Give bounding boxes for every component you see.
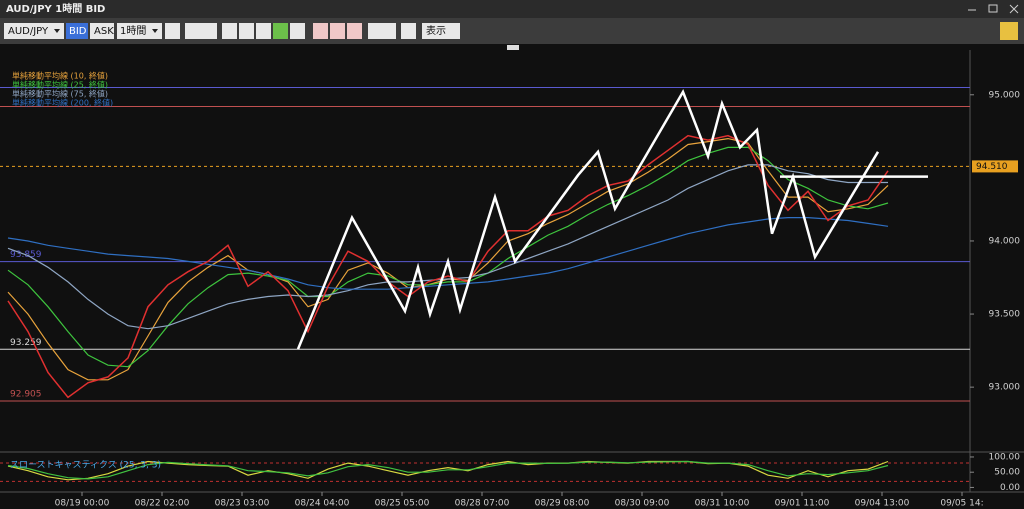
x-tick-label: 08/22 02:00: [135, 499, 190, 509]
zoom-in-button[interactable]: [222, 23, 237, 39]
chart-bg: [0, 44, 1024, 509]
interval-text: 1時間: [120, 25, 146, 37]
bid-text: BID: [69, 26, 87, 37]
y-tick-label: 93.000: [989, 383, 1021, 393]
y-tick-label: 95.000: [989, 90, 1021, 100]
tool-button[interactable]: [330, 23, 345, 39]
tool-button[interactable]: [290, 23, 305, 39]
series-line: [7, 217, 889, 290]
level-label: 93.259: [10, 338, 42, 348]
title-bar: [0, 0, 1024, 18]
ask-button[interactable]: [90, 23, 114, 39]
zoom-out-button[interactable]: [239, 23, 254, 39]
close-button[interactable]: [1009, 4, 1019, 14]
window-title: AUD/JPY 1時間 BID: [6, 2, 105, 15]
x-tick-label: 08/25 05:00: [375, 499, 430, 509]
view-text: 表示: [426, 25, 446, 37]
ask-text: ASK: [94, 26, 114, 37]
tool-button[interactable]: [347, 23, 362, 39]
y-tick-label: 94.000: [989, 236, 1021, 246]
chart-type-button[interactable]: [185, 23, 217, 39]
y-tick-label: 0.00: [1000, 483, 1020, 493]
panel-title: スローストキャスティクス (25, 3, 3): [10, 460, 161, 471]
price-tag-label: 94.510: [976, 162, 1008, 172]
x-tick-label: 09/01 11:00: [775, 499, 830, 509]
x-tick-label: 08/24 04:00: [295, 499, 350, 509]
tool-button[interactable]: [313, 23, 328, 39]
y-tick-label: 93.500: [989, 310, 1021, 320]
legend-entry: 単純移動平均線 (10, 終値): [12, 71, 108, 81]
y-tick-label: 50.00: [994, 468, 1020, 478]
x-tick-label: 09/05 14:: [940, 499, 983, 509]
bid-button[interactable]: [66, 23, 88, 39]
tool-button[interactable]: [401, 23, 416, 39]
tool-button[interactable]: [273, 23, 288, 39]
price-tag: [972, 160, 1018, 173]
x-tick-label: 08/31 10:00: [695, 499, 750, 509]
settings-button[interactable]: [1000, 22, 1018, 40]
toolbar: AUD/JPY BID ASK 1時間 表示: [0, 18, 1024, 44]
series-line: [7, 460, 889, 481]
x-tick-label: 08/29 08:00: [535, 499, 590, 509]
dropdown-arrow: [54, 29, 60, 33]
collapse-handle[interactable]: [507, 45, 519, 50]
draw-button[interactable]: [368, 23, 396, 39]
x-tick-label: 08/23 03:00: [215, 499, 270, 509]
price-line: [7, 134, 889, 399]
x-tick-label: 08/30 09:00: [615, 499, 670, 509]
legend-entry: 単純移動平均線 (25, 終値): [12, 80, 108, 90]
symbol-text: AUD/JPY: [8, 26, 49, 37]
trend-drawing: [296, 89, 880, 350]
x-tick-label: 08/19 00:00: [55, 499, 110, 509]
maximize-button[interactable]: [988, 4, 998, 13]
y-tick-label: 100.00: [989, 452, 1021, 462]
series-line: [7, 460, 889, 480]
legend-entry: 単純移動平均線 (75, 終値): [12, 89, 108, 99]
view-button[interactable]: [422, 23, 460, 39]
tool-button[interactable]: [256, 23, 271, 39]
symbol-select[interactable]: [4, 23, 64, 39]
window-buttons: [968, 4, 1019, 14]
level-label: 92.905: [10, 390, 42, 400]
tool-button[interactable]: [165, 23, 180, 39]
legend-entry: 単純移動平均線 (200, 終値): [12, 98, 113, 108]
series-line: [7, 164, 888, 330]
x-tick-label: 08/28 07:00: [455, 499, 510, 509]
x-tick-label: 09/04 13:00: [855, 499, 910, 509]
interval-select[interactable]: [117, 23, 162, 39]
dropdown-arrow: [152, 29, 158, 33]
